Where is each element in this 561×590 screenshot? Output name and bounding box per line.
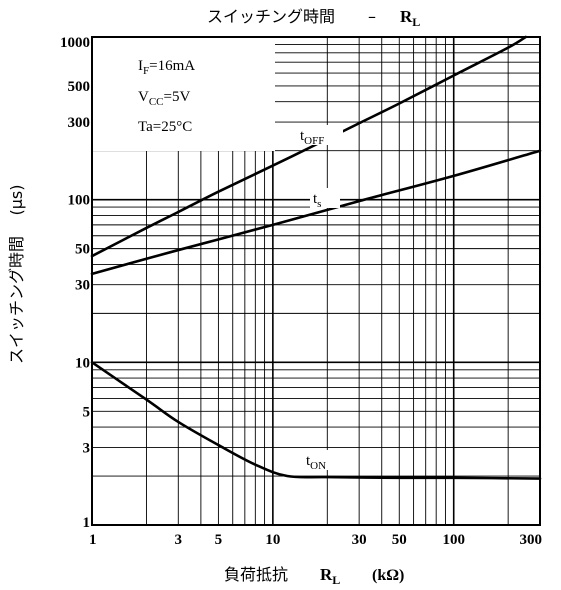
y-axis-unit: (μs)	[7, 185, 26, 216]
condition-line: Ta=25°C	[138, 119, 192, 135]
chart-title-symbol: RL	[400, 7, 420, 29]
plot-frame	[91, 36, 541, 526]
x-tick-label: 5	[215, 532, 223, 548]
x-tick-label: 30	[352, 532, 367, 548]
x-tick-label: 100	[442, 532, 465, 548]
y-tick-label: 3	[83, 440, 91, 456]
series-line-t_ON	[90, 361, 542, 480]
x-tick-label: 1	[89, 532, 97, 548]
x-axis-symbol: RL	[320, 565, 340, 587]
conditions: IF=16mA VCC=5V Ta=25°C	[138, 58, 195, 135]
curve-label-t_s: ts	[313, 191, 321, 210]
x-tick-label: 300	[520, 532, 543, 548]
curve-label-bg	[303, 450, 343, 470]
y-tick-label: 100	[68, 193, 91, 209]
y-tick-label: 50	[75, 242, 90, 258]
x-tick-label: 3	[175, 532, 183, 548]
chart-title: スイッチング時間	[207, 7, 335, 26]
y-tick-label: 1000	[60, 35, 90, 51]
y-tick-label: 500	[68, 79, 91, 95]
condition-line: IF=16mA	[138, 58, 195, 77]
series-line-t_s	[90, 149, 542, 276]
y-tick-label: 300	[68, 115, 91, 131]
x-tick-labels: 1 3 5 10 30 50 100 300	[89, 532, 542, 548]
condition-line: VCC=5V	[138, 89, 190, 108]
y-tick-label: 1	[83, 515, 91, 531]
y-tick-label: 5	[83, 404, 91, 420]
conditions-box	[93, 38, 275, 151]
y-tick-label: 30	[75, 278, 90, 294]
curve-label-bg	[310, 188, 340, 208]
curve-label-t_OFF: tOFF	[300, 128, 324, 147]
x-axis-unit: (kΩ)	[372, 567, 404, 584]
curve-label-bg	[297, 125, 343, 145]
chart-title-dash: –	[368, 7, 376, 26]
y-tick-labels: 1 3 5 10 30 50 100 300 500 1000	[60, 35, 90, 531]
x-axis-label: 負荷抵抗	[224, 565, 288, 584]
y-axis-label: スイッチング時間	[7, 236, 26, 364]
curve-labels: tOFF ts tON	[297, 125, 343, 472]
x-tick-label: 50	[392, 532, 407, 548]
x-tick-label: 10	[265, 532, 280, 548]
curve-label-t_ON: tON	[306, 453, 326, 472]
y-tick-label: 10	[75, 355, 90, 371]
